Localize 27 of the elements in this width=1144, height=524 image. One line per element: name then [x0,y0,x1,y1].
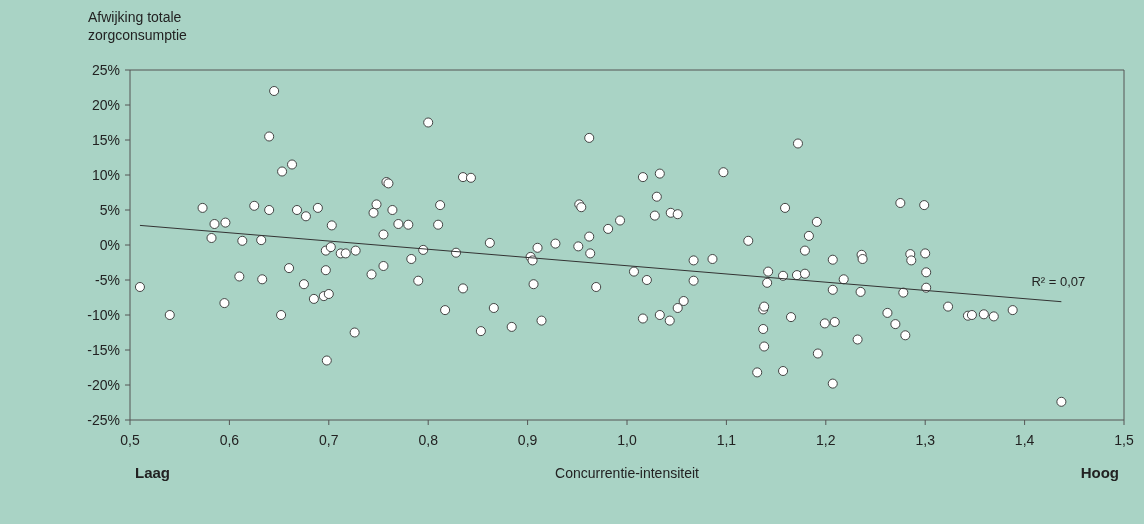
x-tick-label: 1,4 [1014,432,1035,448]
y-tick-label: 15% [91,131,120,148]
x-tick-label: 0,8 [418,432,439,448]
x-tick-label: 0,7 [319,432,339,448]
y-tick-label: -5% [95,271,120,288]
y-tick-label: 5% [99,201,120,218]
x-tick-label: 1,1 [716,432,737,448]
y-axis-title: Afwijking totale zorgconsumptie [88,9,188,43]
x-tick-label: 0,9 [517,432,538,448]
y-tick-label: 0% [99,236,120,253]
y-tick-label: -20% [87,376,120,393]
x-axis-title: Concurrentie-intensiteit [555,465,700,481]
x-tick-label: 0,6 [219,432,240,448]
x-tick-label: 1,2 [816,432,836,448]
y-tick-label: -10% [87,306,120,323]
x-tick-label: 1,0 [617,432,637,448]
text: Laag [135,464,171,481]
y-tick-label: -25% [87,411,120,428]
y-tick-label: -15% [87,341,120,358]
annotation: R² = 0,07 [1031,273,1086,289]
x-tick-label: 1,5 [1114,432,1134,448]
y-tick-label: 25% [91,61,120,78]
text: Hoog [1080,464,1119,481]
y-tick-label: 10% [91,166,120,183]
y-tick-label: 20% [91,96,120,113]
x-tick-label: 0,5 [120,432,140,448]
x-tick-label: 1,3 [915,432,936,448]
